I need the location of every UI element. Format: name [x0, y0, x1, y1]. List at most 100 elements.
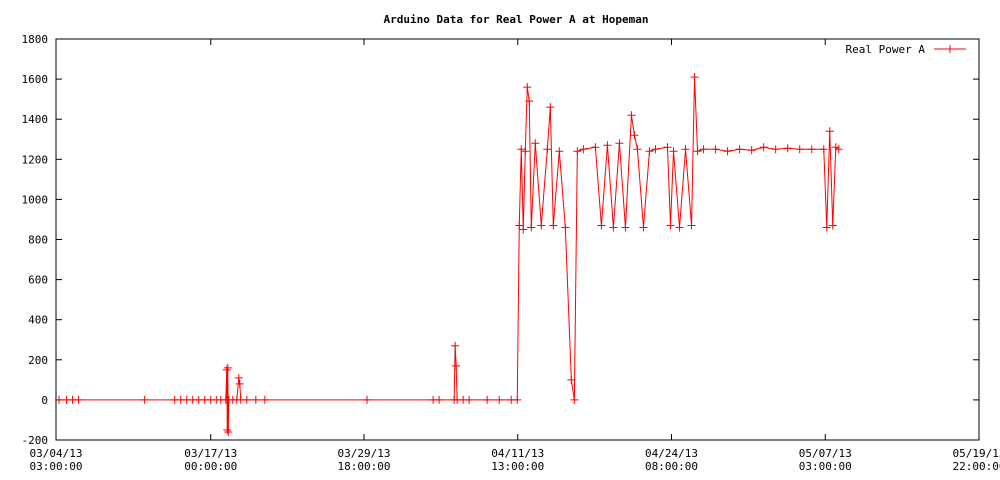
y-axis: -200 0 200 400 600 800 1000 1200 1400 1600 1800 [22, 33, 979, 447]
x-tick-label-time: 03:00:00 [30, 460, 83, 473]
data-point [759, 143, 768, 152]
data-point [235, 379, 244, 388]
x-tick-label-time: 03:00:00 [799, 460, 852, 473]
data-point [651, 145, 660, 154]
data-point [819, 145, 828, 154]
data-point [573, 147, 582, 156]
data-point [630, 131, 639, 140]
x-tick-label-time: 13:00:00 [491, 460, 544, 473]
data-point [546, 103, 555, 112]
data-point [513, 395, 522, 404]
data-point [627, 111, 636, 120]
x-axis: 03/04/1303:00:0003/17/1300:00:0003/29/13… [30, 39, 1000, 473]
chart-title: Arduino Data for Real Power A at Hopeman [384, 13, 649, 26]
data-point [687, 221, 696, 230]
x-tick-label-time: 22:00:00 [953, 460, 1000, 473]
data-point [543, 145, 552, 154]
data-point [783, 144, 792, 153]
y-tick-label: 600 [28, 274, 48, 287]
legend-marker [946, 45, 954, 53]
data-point [519, 225, 528, 234]
data-point [537, 221, 546, 230]
legend: Real Power A [846, 43, 966, 56]
data-point [663, 143, 672, 152]
data-point [531, 139, 540, 148]
x-tick-label-date: 03/29/13 [338, 447, 391, 460]
x-tick-label-date: 04/24/13 [645, 447, 698, 460]
data-point [747, 146, 756, 155]
data-point [675, 223, 684, 232]
y-tick-label: 0 [41, 394, 48, 407]
data-point [699, 145, 708, 154]
data-point [523, 83, 532, 92]
data-point [222, 365, 231, 374]
data-point [451, 341, 460, 350]
x-tick-label-date: 03/04/13 [30, 447, 83, 460]
data-point [723, 147, 732, 156]
data-point [561, 223, 570, 232]
y-tick-label: 200 [28, 354, 48, 367]
x-tick-label-date: 05/07/13 [799, 447, 852, 460]
data-point [633, 145, 642, 154]
x-tick-label-date: 04/11/13 [491, 447, 544, 460]
data-point [515, 221, 524, 230]
y-tick-label: 1400 [22, 113, 49, 126]
data-point [666, 221, 675, 230]
data-point [527, 223, 536, 232]
legend-label: Real Power A [846, 43, 926, 56]
x-tick-label-date: 05/19/13 [953, 447, 1000, 460]
plot-area [55, 73, 843, 436]
data-point [567, 375, 576, 384]
y-tick-label: 1000 [22, 193, 49, 206]
data-point [570, 395, 579, 404]
data-point [55, 395, 64, 404]
data-point [597, 221, 606, 230]
data-point [621, 223, 630, 232]
data-point [579, 145, 588, 154]
data-point [834, 145, 843, 154]
y-tick-label: 800 [28, 234, 48, 247]
data-point [140, 395, 149, 404]
data-point [74, 395, 83, 404]
x-tick-label-time: 00:00:00 [184, 460, 237, 473]
data-point [807, 145, 816, 154]
data-point [639, 223, 648, 232]
data-point [452, 361, 461, 370]
data-point [465, 395, 474, 404]
data-point [591, 143, 600, 152]
y-tick-label: -200 [22, 434, 49, 447]
data-point [711, 145, 720, 154]
data-point [615, 139, 624, 148]
data-point [681, 145, 690, 154]
data-point [251, 395, 260, 404]
x-tick-label-time: 08:00:00 [645, 460, 698, 473]
data-point [363, 395, 372, 404]
data-point [603, 141, 612, 150]
data-point [525, 97, 534, 106]
data-point [822, 223, 831, 232]
y-tick-label: 400 [28, 314, 48, 327]
x-tick-label-date: 03/17/13 [184, 447, 237, 460]
data-point [690, 73, 699, 82]
data-point [828, 221, 837, 230]
data-point [234, 373, 243, 382]
data-point [223, 425, 232, 434]
data-point [645, 147, 654, 156]
data-point [555, 147, 564, 156]
data-point [609, 223, 618, 232]
y-tick-label: 1800 [22, 33, 49, 46]
data-point [224, 427, 233, 436]
data-point [669, 147, 678, 156]
data-point [260, 395, 269, 404]
y-tick-label: 1200 [22, 153, 49, 166]
y-tick-label: 1600 [22, 73, 49, 86]
data-point [693, 147, 702, 156]
data-point [521, 147, 530, 156]
data-point [435, 395, 444, 404]
data-point [549, 221, 558, 230]
data-point [771, 145, 780, 154]
data-point [223, 363, 232, 372]
data-point [483, 395, 492, 404]
series-line [59, 77, 840, 432]
